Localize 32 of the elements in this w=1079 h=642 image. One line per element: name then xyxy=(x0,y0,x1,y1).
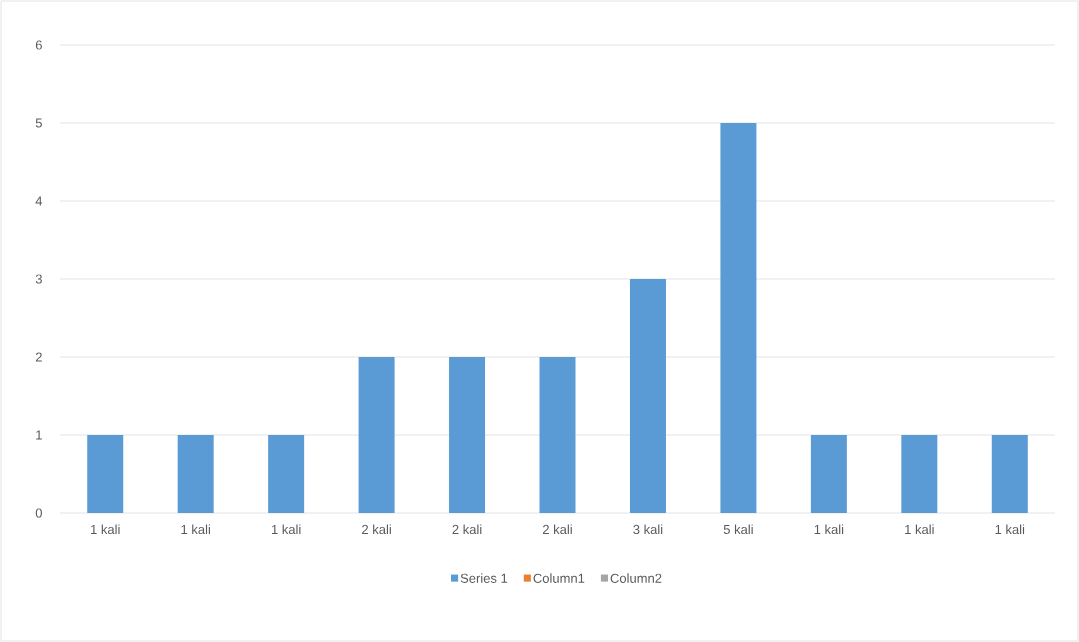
x-tick-label: 1 kali xyxy=(905,524,934,535)
y-tick-label: 3 xyxy=(35,274,42,284)
x-tick-label: 1 kali xyxy=(814,524,844,535)
y-tick-label: 6 xyxy=(35,40,42,50)
x-tick-label: 3 kali xyxy=(633,524,663,535)
bar xyxy=(539,357,576,513)
x-tick-label: 5 kali xyxy=(723,524,753,535)
x-tick-label: 1 kali xyxy=(995,524,1025,535)
y-tick-label: 2 xyxy=(35,352,42,362)
bar xyxy=(991,435,1028,513)
bar xyxy=(87,435,124,513)
legend-label: Column1 xyxy=(533,573,585,583)
x-tick-label: 1 kali xyxy=(271,524,301,535)
y-tick-label: 4 xyxy=(35,196,43,206)
x-tick-label: 2 kali xyxy=(452,524,482,535)
x-tick-label: 2 kali xyxy=(362,524,391,535)
bar xyxy=(810,435,847,513)
legend-label: Series 1 xyxy=(460,573,508,583)
y-tick-label: 0 xyxy=(35,508,42,518)
y-tick-label: 5 xyxy=(35,118,42,128)
x-tick-label: 1 kali xyxy=(91,524,120,535)
bar xyxy=(177,435,214,513)
x-tick-label: 1 kali xyxy=(181,524,210,535)
bar xyxy=(901,435,938,513)
bar xyxy=(449,357,486,513)
bar xyxy=(720,123,757,513)
bar xyxy=(629,279,666,513)
y-tick-label: 1 xyxy=(36,430,42,440)
bar xyxy=(358,357,395,513)
legend-label: Column2 xyxy=(610,573,662,583)
bar xyxy=(268,435,305,513)
x-tick-label: 2 kali xyxy=(542,524,572,535)
